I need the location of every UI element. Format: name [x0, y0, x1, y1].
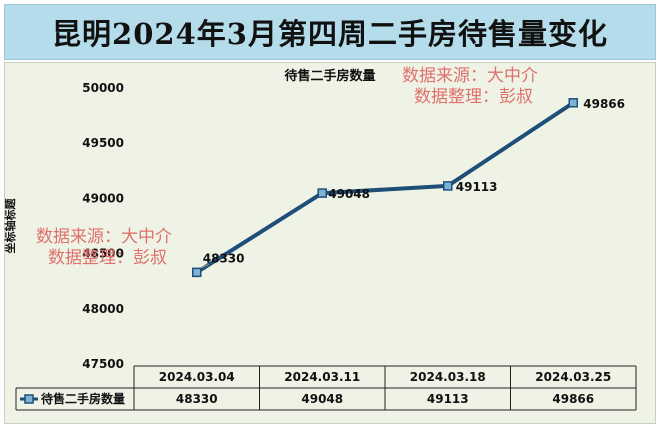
page-title: 昆明2024年3月第四周二手房待售量变化 [52, 17, 608, 51]
legend-series-name: 待售二手房数量 [41, 391, 125, 406]
data-label: 49048 [328, 187, 370, 201]
data-point-marker [443, 181, 453, 191]
watermark-top-right: 数据来源：大中介 数据整理：彭叔 [402, 66, 538, 108]
legend-marker-key [24, 394, 34, 404]
data-table: 2024.03.04 2024.03.11 2024.03.18 2024.03.25… [15, 365, 637, 411]
y-axis-tick-labels: 47500 48000 48500 49000 49500 50000 [82, 81, 124, 371]
y-tick-label: 50000 [82, 81, 124, 95]
y-tick-label: 48500 [82, 247, 124, 261]
series-line [194, 100, 576, 275]
chart-title: 待售二手房数量 [283, 68, 375, 84]
watermark-line-source: 数据来源：大中介 [402, 66, 538, 86]
y-tick-label: 48000 [82, 302, 124, 316]
title-band: 昆明2024年3月第四周二手房待售量变化 [4, 4, 656, 60]
data-label: 49113 [456, 180, 498, 194]
data-point-marker [192, 267, 202, 278]
data-point-marker [317, 188, 327, 198]
data-labels: 48330 49048 49113 49866 [203, 97, 625, 266]
data-label: 49866 [583, 97, 625, 111]
data-point-marker [568, 98, 578, 108]
watermark-line-source: 数据来源：大中介 [36, 227, 172, 247]
table-value-cell: 48330 [176, 392, 218, 406]
table-value-cell: 49866 [552, 392, 594, 406]
table-category-label: 2024.03.18 [410, 370, 486, 384]
y-tick-label: 47500 [82, 357, 124, 371]
data-label: 48330 [203, 251, 245, 265]
series-markers [192, 98, 578, 278]
watermark-line-author: 数据整理：彭叔 [48, 248, 167, 268]
table-category-label: 2024.03.25 [535, 370, 611, 384]
watermark-line-author: 数据整理：彭叔 [414, 87, 533, 107]
table-value-cell: 49113 [427, 392, 469, 406]
y-tick-label: 49500 [82, 136, 124, 150]
watermark-left: 数据来源：大中介 数据整理：彭叔 [36, 227, 172, 269]
y-tick-label: 49000 [82, 191, 124, 205]
series-line-group [194, 100, 576, 275]
table-category-label: 2024.03.04 [159, 370, 235, 384]
table-value-cell: 49048 [301, 392, 343, 406]
table-category-label: 2024.03.11 [284, 370, 360, 384]
y-axis-title: 坐标轴标题 [3, 198, 17, 254]
